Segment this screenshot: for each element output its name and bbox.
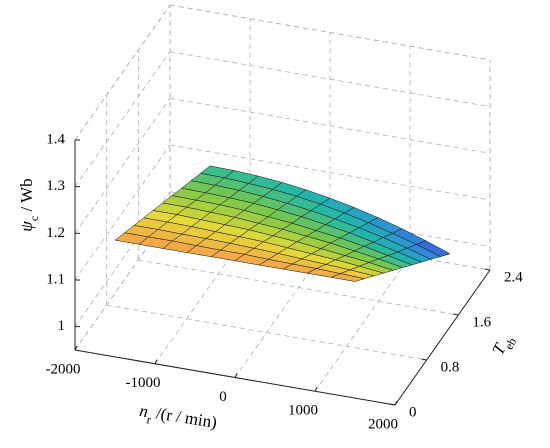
y-axis [394,269,491,406]
tick-mark [453,313,459,316]
x-tick-label: 1000 [288,403,318,419]
tick-mark [234,373,238,378]
x-tick-label: -1000 [126,375,161,391]
z-axis-title-part: / Wb [17,178,36,215]
z-axis-title: ψc / Wb [17,178,41,231]
x-axis-title-part: /(r / min) [151,403,219,432]
grid-line [138,259,459,316]
x-axis-title-part: r [146,412,152,426]
grid-line [74,51,171,187]
z-axis-title-part: ψ [17,221,36,232]
x-tick-label: 2000 [368,416,398,432]
x-tick-label: 0 [219,389,227,405]
y-tick-label: 0.8 [441,359,460,375]
x-axis-title: nr /(r / min) [137,401,218,437]
y-axis-title: Teb [488,331,519,361]
surface-face [330,273,365,282]
tick-mark [484,268,491,271]
z-tick-label: 1.2 [46,225,65,241]
x-axis [74,349,396,406]
tick-mark [314,387,318,392]
grid-line [74,4,171,141]
z-tick-label: 1.3 [46,178,65,194]
grid-line [74,98,171,234]
grid-line [106,304,427,361]
z-tick-label: 1 [58,318,66,334]
z-axis-title-part: c [27,216,41,221]
tick-mark [154,359,158,364]
grid-line [169,144,491,201]
x-axis-title-part: n [138,401,149,421]
x-tick-label: -2000 [46,361,81,377]
grid-line [314,256,411,392]
grid-line [74,144,171,281]
y-tick-label: 2.4 [504,269,523,285]
z-tick-label: 1.1 [46,271,65,287]
grid-line [169,97,491,154]
y-tick-label: 1.6 [472,314,491,330]
y-tick-label: 0 [409,404,417,420]
z-tick-label: 1.4 [46,131,65,147]
tick-mark [421,358,427,361]
